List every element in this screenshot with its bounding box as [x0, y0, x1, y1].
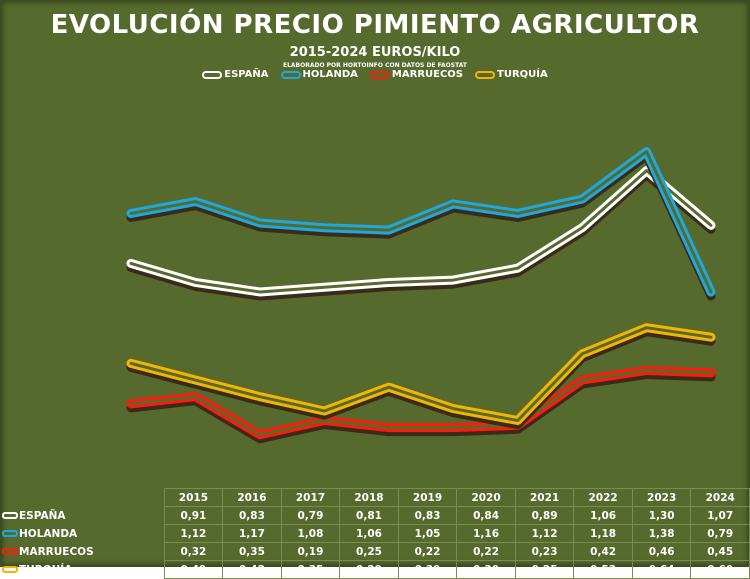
table-cell: 0,91 [164, 507, 223, 525]
year-header: 2021 [515, 489, 574, 507]
year-header: 2018 [340, 489, 399, 507]
table-corner [72, 489, 164, 507]
table-cell: 0,22 [457, 543, 516, 561]
year-header: 2015 [164, 489, 223, 507]
row-label-cell: HOLANDA [72, 525, 164, 543]
table-cell: 1,07 [691, 507, 750, 525]
row-label-cell: MARRUECOS [72, 543, 164, 561]
year-header: 2022 [574, 489, 633, 507]
table-cell: 0,35 [281, 561, 340, 579]
table-cell: 0,42 [574, 543, 633, 561]
row-swatch [2, 548, 18, 555]
table-cell: 0,64 [632, 561, 691, 579]
year-header: 2016 [223, 489, 282, 507]
table-cell: 0,29 [340, 561, 399, 579]
year-header: 2020 [457, 489, 516, 507]
row-swatch [2, 530, 18, 537]
table-cell: 0,79 [281, 507, 340, 525]
row-label: ESPAÑA [19, 510, 66, 522]
row-label: MARRUECOS [19, 546, 94, 558]
table-cell: 0,25 [515, 561, 574, 579]
table-cell: 0,42 [223, 561, 282, 579]
series-line-inner [131, 171, 711, 292]
table-cell: 0,49 [164, 561, 223, 579]
table-cell: 0,81 [340, 507, 399, 525]
row-swatch [2, 566, 18, 573]
table-cell: 0,84 [457, 507, 516, 525]
year-header: 2023 [632, 489, 691, 507]
row-label-cell: TURQUÍA [72, 561, 164, 579]
row-swatch [2, 512, 18, 519]
table-cell: 0,83 [223, 507, 282, 525]
table-cell: 0,30 [457, 561, 516, 579]
table-cell: 1,05 [398, 525, 457, 543]
table-cell: 0,22 [398, 543, 457, 561]
table-cell: 1,12 [164, 525, 223, 543]
row-label-cell: ESPAÑA [72, 507, 164, 525]
year-header: 2019 [398, 489, 457, 507]
table-cell: 1,06 [574, 507, 633, 525]
table-cell: 0,53 [574, 561, 633, 579]
table-cell: 0,35 [223, 543, 282, 561]
year-header: 2017 [281, 489, 340, 507]
series-line-holanda [131, 152, 711, 292]
table-cell: 1,17 [223, 525, 282, 543]
table-cell: 1,12 [515, 525, 574, 543]
table-cell: 0,79 [691, 525, 750, 543]
table-cell: 0,25 [340, 543, 399, 561]
table-cell: 0,60 [691, 561, 750, 579]
table-cell: 1,18 [574, 525, 633, 543]
table-cell: 0,19 [281, 543, 340, 561]
table-cell: 1,16 [457, 525, 516, 543]
table-cell: 0,45 [691, 543, 750, 561]
table-cell: 0,83 [398, 507, 457, 525]
plot-area [0, 0, 750, 567]
table-cell: 1,08 [281, 525, 340, 543]
table-cell: 0,39 [398, 561, 457, 579]
table-cell: 0,89 [515, 507, 574, 525]
table-cell: 1,38 [632, 525, 691, 543]
table-cell: 0,46 [632, 543, 691, 561]
table-cell: 0,32 [164, 543, 223, 561]
table-cell: 0,23 [515, 543, 574, 561]
table-cell: 1,06 [340, 525, 399, 543]
row-label: HOLANDA [19, 528, 77, 540]
series-shadow-holanda [131, 156, 711, 296]
row-label: TURQUÍA [19, 564, 72, 576]
year-header: 2024 [691, 489, 750, 507]
table-cell: 1,30 [632, 507, 691, 525]
